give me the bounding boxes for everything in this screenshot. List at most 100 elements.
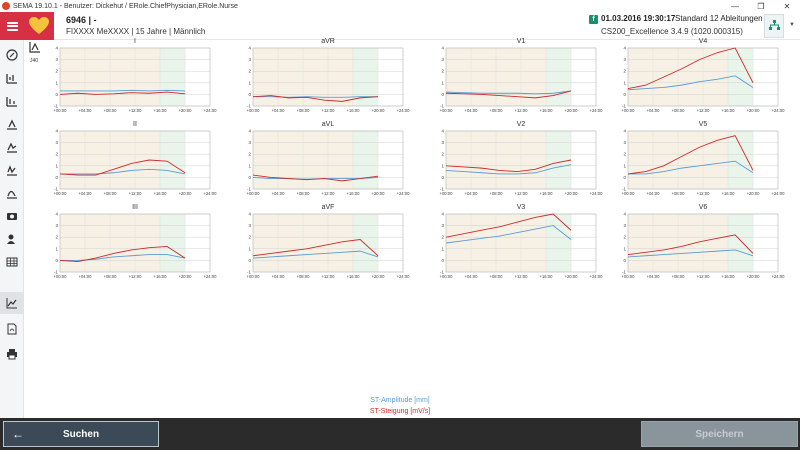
plot-frame <box>252 47 404 107</box>
y-tick-label: 4 <box>441 212 444 217</box>
y-tick-label: 4 <box>55 129 58 134</box>
plot-title: V6 <box>698 204 708 211</box>
record-datetime: 01.03.2016 19:30:17 <box>601 14 676 23</box>
x-tick-label: +04:00 <box>272 191 286 196</box>
x-tick-label: +24:00 <box>397 274 411 279</box>
y-tick-label: 4 <box>623 129 626 134</box>
x-tick-label: +16:00 <box>154 274 168 279</box>
y-tick-label: 1 <box>441 246 444 251</box>
y-tick-label: 0 <box>248 175 251 180</box>
heart-logo-icon <box>29 17 49 34</box>
slope-line <box>59 91 186 95</box>
y-tick-label: 3 <box>248 223 251 228</box>
sidebar-item-table[interactable] <box>0 251 24 273</box>
day-band <box>728 48 753 106</box>
x-tick-label: +16:00 <box>540 108 554 113</box>
amplitude-line <box>628 160 754 175</box>
plot-title: V1 <box>516 38 526 45</box>
record-file-icon: f <box>589 15 598 24</box>
sidebar-item-compass[interactable] <box>0 44 24 66</box>
sidebar-item-trend[interactable] <box>0 292 24 314</box>
sidebar-item-lead-4[interactable] <box>0 136 24 158</box>
x-tick-label: +12:00 <box>697 108 711 113</box>
y-tick-label: -1 <box>622 104 626 109</box>
y-tick-label: 3 <box>441 140 444 145</box>
plot-title: III <box>132 204 138 211</box>
y-tick-label: 4 <box>55 212 58 217</box>
amplitude-line <box>627 75 754 91</box>
network-icon <box>769 20 780 30</box>
sidebar-item-lead-3[interactable] <box>0 113 24 135</box>
x-tick-label: +24:00 <box>204 108 218 113</box>
y-tick-label: 1 <box>623 246 626 251</box>
maximize-button[interactable]: ❐ <box>757 1 765 11</box>
y-tick-label: -1 <box>54 104 58 109</box>
sidebar-item-lead-5[interactable] <box>0 159 24 181</box>
x-tick-label: +08:00 <box>297 108 311 113</box>
x-tick-label: +08:00 <box>297 274 311 279</box>
sidebar-item-pdf[interactable] <box>0 318 24 340</box>
plot-frame <box>445 47 597 107</box>
x-tick-label: +16:00 <box>722 191 736 196</box>
x-tick-label: +12:00 <box>322 274 336 279</box>
x-tick-label: +24:00 <box>772 191 786 196</box>
bottom-bar: ← Suchen Speichern <box>0 418 800 450</box>
y-tick-label: 3 <box>55 140 58 145</box>
x-tick-label: +20:00 <box>179 274 193 279</box>
chevron-down-icon[interactable]: ▼ <box>789 22 795 28</box>
x-tick-label: +00:00 <box>54 108 68 113</box>
menu-button[interactable] <box>0 12 24 40</box>
lead-select-icon[interactable] <box>28 40 42 54</box>
y-tick-label: 2 <box>55 152 58 157</box>
x-tick-label: +16:00 <box>722 108 736 113</box>
amplitude-line <box>60 168 186 175</box>
slope-line <box>445 159 572 173</box>
x-tick-label: +04:00 <box>272 108 286 113</box>
y-tick-label: 2 <box>248 152 251 157</box>
slope-line <box>627 234 754 256</box>
camera-icon <box>7 213 17 220</box>
x-tick-label: +08:00 <box>672 191 686 196</box>
legend-slope: ST-Steigung [mV/s] <box>369 408 431 415</box>
sidebar-item-user[interactable] <box>0 228 24 250</box>
st-trend-plot: -1 0 1 2 3 4 +00:00 +04:00 +08:00 +12:00 +16:00 +20… <box>54 46 218 114</box>
plot-frame <box>59 130 211 190</box>
y-tick-label: 2 <box>441 69 444 74</box>
plot-title: V5 <box>698 121 708 128</box>
y-tick-label: 0 <box>248 92 251 97</box>
sidebar-item-camera[interactable] <box>0 205 24 227</box>
amplitude-line <box>445 90 572 95</box>
save-button[interactable]: Speichern <box>641 421 798 447</box>
y-tick-label: 3 <box>623 140 626 145</box>
x-tick-label: +24:00 <box>204 191 218 196</box>
network-button[interactable] <box>764 14 784 38</box>
sidebar-item-lead-1[interactable] <box>0 67 24 89</box>
save-button-label: Speichern <box>695 428 744 440</box>
search-button[interactable]: ← Suchen <box>3 421 159 447</box>
slope-line <box>627 135 754 175</box>
x-tick-label: +20:00 <box>372 274 386 279</box>
y-tick-label: 0 <box>623 175 626 180</box>
y-tick-label: 3 <box>55 223 58 228</box>
slope-line <box>445 90 572 99</box>
sidebar-item-lead-2[interactable] <box>0 90 24 112</box>
x-tick-label: +12:00 <box>697 191 711 196</box>
slope-line <box>445 213 572 238</box>
minimize-button[interactable]: — <box>731 1 739 11</box>
x-tick-label: +20:00 <box>747 108 761 113</box>
plot-frame <box>627 130 779 190</box>
st-trend-plot: -1 0 1 2 3 4 +00:00 +04:00 +08:00 +12:00 +16:00 +20… <box>440 129 604 197</box>
y-tick-label: 0 <box>55 258 58 263</box>
x-tick-label: +16:00 <box>347 191 361 196</box>
pdf-icon <box>7 323 17 335</box>
x-tick-label: +00:00 <box>440 108 454 113</box>
x-tick-label: +08:00 <box>490 274 504 279</box>
sidebar-item-lead-6[interactable] <box>0 182 24 204</box>
slope-line <box>252 95 379 102</box>
sidebar-item-print[interactable] <box>0 343 24 365</box>
y-tick-label: 0 <box>623 92 626 97</box>
print-icon <box>7 349 17 360</box>
sidebar <box>0 40 24 418</box>
x-tick-label: +08:00 <box>104 274 118 279</box>
close-button[interactable]: ✕ <box>783 1 791 11</box>
